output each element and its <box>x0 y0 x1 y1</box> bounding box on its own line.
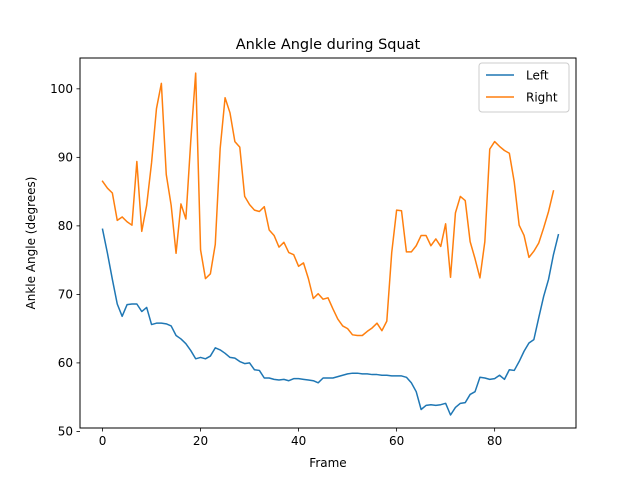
y-tick-label: 90 <box>58 151 73 165</box>
x-tick-label: 20 <box>193 434 208 448</box>
x-axis-label: Frame <box>309 456 346 470</box>
x-tick-label: 40 <box>291 434 306 448</box>
x-axis: 0 20 40 60 80 <box>99 428 502 448</box>
chart-title: Ankle Angle during Squat <box>236 37 421 53</box>
series-line-right <box>101 72 555 337</box>
y-tick-label: 60 <box>58 356 73 370</box>
x-tick-label: 60 <box>389 434 404 448</box>
legend: Left Right <box>478 62 570 113</box>
x-tick-label: 80 <box>487 434 502 448</box>
y-tick-label: 80 <box>58 219 73 233</box>
plot-frame <box>79 57 577 429</box>
y-axis: 50 60 70 80 90 100 <box>50 82 80 439</box>
x-tick-label: 0 <box>99 434 107 448</box>
legend-label-right: Right <box>526 90 558 104</box>
y-tick-label: 50 <box>58 425 73 439</box>
legend-box <box>478 62 570 113</box>
y-axis-label: Ankle Angle (degrees) <box>24 177 38 310</box>
y-tick-label: 100 <box>50 82 73 96</box>
y-tick-label: 70 <box>58 288 73 302</box>
series-layer <box>101 72 560 416</box>
legend-label-left: Left <box>526 68 549 82</box>
series-line-left <box>101 228 560 416</box>
